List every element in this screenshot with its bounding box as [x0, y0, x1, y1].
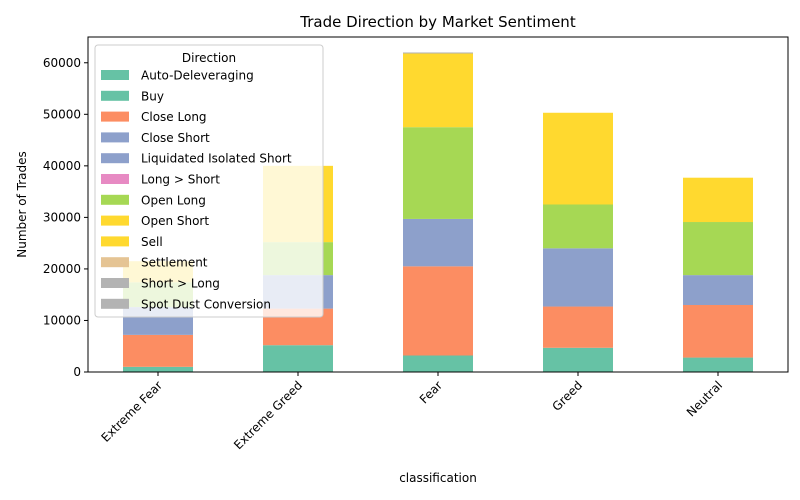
x-axis-label: classification: [399, 471, 477, 485]
legend-swatch: [101, 194, 129, 205]
y-tick-label: 30000: [43, 210, 81, 224]
legend-label: Spot Dust Conversion: [141, 297, 271, 311]
bar-segment: [403, 53, 473, 128]
legend-label: Short > Long: [141, 277, 220, 291]
legend-label: Long > Short: [141, 173, 220, 187]
x-tick-label: Extreme Fear: [98, 378, 165, 445]
legend-swatch: [101, 111, 129, 122]
legend-swatch: [101, 298, 129, 309]
legend-title: Direction: [182, 51, 236, 65]
bar-segment: [403, 355, 473, 372]
bar-segment: [543, 347, 613, 372]
legend-label: Sell: [141, 235, 163, 249]
legend-swatch: [101, 278, 129, 288]
bar-segment: [543, 248, 613, 307]
bar-segment: [543, 204, 613, 249]
y-tick-label: 0: [73, 365, 81, 379]
y-tick-label: 60000: [43, 56, 81, 70]
legend-swatch: [101, 70, 129, 80]
bar-segment: [683, 275, 753, 305]
legend-swatch: [101, 236, 129, 247]
y-axis: 0 10000 20000 30000 40000 50000 60000: [43, 56, 88, 379]
legend-label: Liquidated Isolated Short: [141, 152, 292, 166]
legend-swatch: [101, 174, 129, 184]
legend-label: Open Short: [141, 214, 209, 228]
legend-swatch: [101, 215, 129, 226]
y-tick-label: 10000: [43, 313, 81, 327]
chart-title: Trade Direction by Market Sentiment: [299, 13, 576, 31]
legend-label: Buy: [141, 89, 164, 103]
bar-segment: [683, 305, 753, 358]
plot-frame: [87, 36, 789, 373]
legend-label: Settlement: [141, 256, 208, 270]
legend-swatch: [101, 257, 129, 268]
legend-label: Close Long: [141, 110, 207, 124]
x-tick-label: Neutral: [684, 378, 725, 419]
bar-segment: [403, 52, 473, 54]
bar-segment: [543, 306, 613, 348]
bar-segment: [403, 218, 473, 267]
legend-swatch: [101, 132, 129, 143]
x-tick-label: Greed: [550, 378, 586, 414]
bar-segment: [123, 334, 193, 367]
legend-label: Open Long: [141, 193, 206, 207]
bar-segment: [683, 177, 753, 223]
x-tick-label: Fear: [417, 378, 445, 406]
x-axis: Extreme Fear Extreme Greed Fear Greed Neutra…: [98, 372, 725, 452]
y-tick-label: 50000: [43, 107, 81, 121]
bar-segment: [123, 366, 193, 372]
y-tick-label: 20000: [43, 262, 81, 276]
x-tick-label: Extreme Greed: [231, 378, 305, 452]
legend-label: Auto-Deleveraging: [141, 69, 254, 83]
bar-segment: [683, 357, 753, 372]
legend-swatch: [101, 153, 129, 164]
bar-segment: [403, 127, 473, 219]
legend-frame: [94, 44, 324, 318]
bar-segment: [263, 345, 333, 372]
bar-segment: [403, 266, 473, 356]
legend-swatch: [101, 90, 129, 101]
legend-label: Close Short: [141, 131, 210, 145]
y-axis-label: Number of Trades: [15, 151, 29, 258]
legend: Direction Auto-Deleveraging Buy Close Long…: [94, 44, 324, 318]
bar-segment: [683, 222, 753, 276]
bar-segment: [543, 112, 613, 205]
y-tick-label: 40000: [43, 159, 81, 173]
